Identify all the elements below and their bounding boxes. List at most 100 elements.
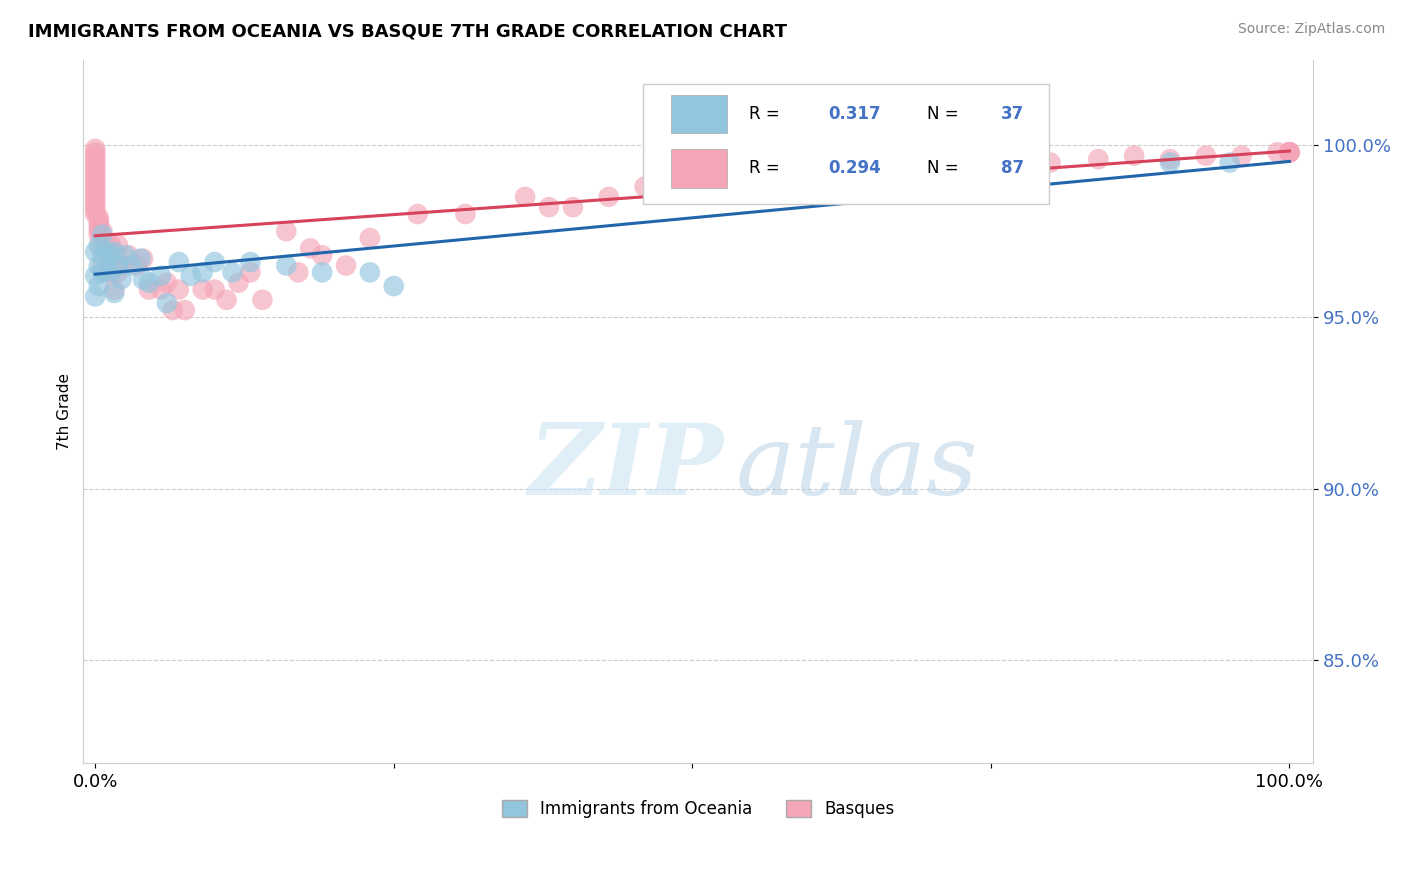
Point <box>276 259 298 273</box>
Point <box>311 248 333 262</box>
Point <box>287 265 309 279</box>
Point <box>87 220 110 235</box>
Point <box>191 265 214 279</box>
Point <box>84 289 107 303</box>
Point <box>359 231 381 245</box>
Point <box>513 190 536 204</box>
Legend: Immigrants from Oceania, Basques: Immigrants from Oceania, Basques <box>495 794 901 825</box>
Point <box>87 211 110 225</box>
Point <box>156 296 179 310</box>
Point <box>87 227 110 242</box>
Point <box>598 190 620 204</box>
Point <box>359 265 381 279</box>
Point <box>311 265 333 279</box>
Point <box>382 279 405 293</box>
Text: 0.294: 0.294 <box>828 160 882 178</box>
Point <box>149 268 172 283</box>
Point <box>299 241 322 255</box>
Bar <box>671 149 727 187</box>
Point <box>84 268 107 283</box>
Point <box>406 207 429 221</box>
Point <box>1159 155 1181 169</box>
Point <box>96 244 118 259</box>
Point <box>204 255 226 269</box>
Point <box>1159 152 1181 166</box>
Point <box>103 283 125 297</box>
Text: atlas: atlas <box>735 420 979 516</box>
Point <box>704 166 727 180</box>
Point <box>669 172 692 186</box>
Point <box>943 152 966 166</box>
Point <box>96 265 118 279</box>
Point <box>633 179 655 194</box>
Point <box>110 272 132 286</box>
Point <box>84 186 107 201</box>
Text: 87: 87 <box>1001 160 1024 178</box>
Text: R =: R = <box>749 105 785 123</box>
Point <box>173 303 195 318</box>
Text: N =: N = <box>927 160 965 178</box>
Point <box>87 214 110 228</box>
Text: IMMIGRANTS FROM OCEANIA VS BASQUE 7TH GRADE CORRELATION CHART: IMMIGRANTS FROM OCEANIA VS BASQUE 7TH GR… <box>28 22 787 40</box>
Point <box>107 259 129 273</box>
Point <box>84 149 107 163</box>
Point <box>84 207 107 221</box>
Point <box>87 259 110 273</box>
Point <box>87 224 110 238</box>
Point <box>84 194 107 208</box>
Point <box>896 155 918 169</box>
Point <box>84 183 107 197</box>
Point <box>91 248 114 262</box>
Bar <box>671 95 727 134</box>
Point <box>1039 155 1062 169</box>
Point <box>561 200 583 214</box>
Point <box>103 244 125 259</box>
Point <box>132 272 155 286</box>
Point <box>191 283 214 297</box>
Point <box>96 235 118 249</box>
Point <box>156 276 179 290</box>
Point <box>1278 145 1301 160</box>
Point <box>1278 145 1301 160</box>
Point <box>860 152 883 166</box>
Point <box>84 145 107 160</box>
Point <box>129 252 152 266</box>
Point <box>100 248 122 262</box>
Point <box>118 248 141 262</box>
Point <box>167 283 190 297</box>
Point <box>991 149 1014 163</box>
Point <box>167 255 190 269</box>
Point <box>100 265 122 279</box>
Point <box>138 276 160 290</box>
Text: 37: 37 <box>1001 105 1024 123</box>
Point <box>132 252 155 266</box>
Point <box>84 200 107 214</box>
Point <box>96 262 118 277</box>
Point <box>1278 145 1301 160</box>
Point <box>84 142 107 156</box>
Point <box>215 293 238 307</box>
Point <box>107 265 129 279</box>
Point <box>162 303 184 318</box>
Text: ZIP: ZIP <box>527 419 723 516</box>
Point <box>1195 149 1218 163</box>
Point <box>1267 145 1289 160</box>
Point <box>1087 152 1109 166</box>
Text: R =: R = <box>749 160 785 178</box>
Point <box>776 159 799 173</box>
Point <box>84 190 107 204</box>
Point <box>252 293 274 307</box>
Point <box>1278 145 1301 160</box>
Point <box>84 162 107 177</box>
Text: 0.317: 0.317 <box>828 105 882 123</box>
Point <box>91 227 114 242</box>
Point <box>537 200 560 214</box>
Point <box>84 244 107 259</box>
Point <box>1230 149 1253 163</box>
Point <box>87 279 110 293</box>
Point <box>239 255 262 269</box>
Point <box>741 162 763 177</box>
Point <box>84 155 107 169</box>
Point <box>100 238 122 252</box>
Point <box>84 179 107 194</box>
